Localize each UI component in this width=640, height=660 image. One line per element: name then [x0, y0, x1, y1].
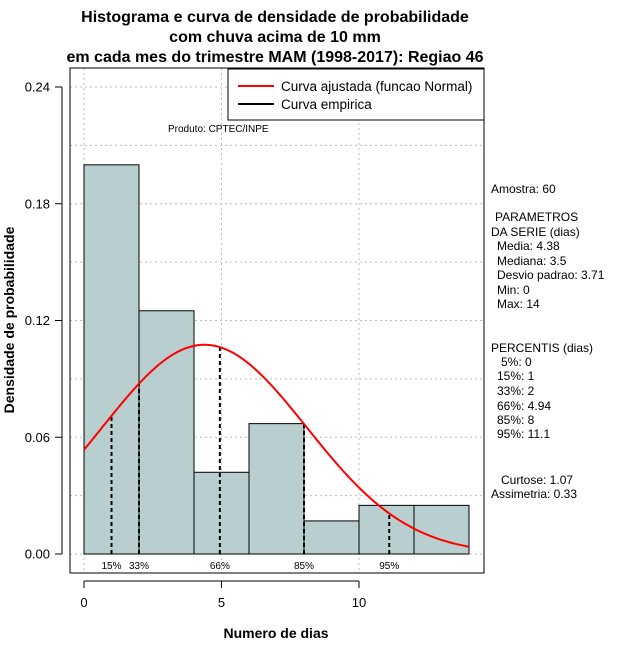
percentile-label-15: 15%	[101, 561, 121, 572]
statistics-panel: Amostra: 60 PARAMETROS DA SERIE (dias) M…	[491, 182, 605, 501]
chart-title-line-2: com chuva acima de 10 mm	[169, 29, 381, 46]
stat-desvio: Desvio padrao: 3.71	[497, 268, 605, 282]
product-label: Produto: CPTEC/INPE	[168, 124, 269, 135]
stat-min: Min: 0	[497, 283, 530, 297]
stat-p85: 85%: 8	[497, 413, 535, 427]
chart-title-line-1: Histograma e curva de densidade de proba…	[81, 9, 469, 26]
x-tick-label: 0	[80, 595, 87, 610]
y-tick-label: 0.24	[25, 80, 50, 95]
histogram-bar	[138, 310, 195, 555]
stat-percentis-header: PERCENTIS (dias)	[491, 341, 593, 355]
y-axis-label: Densidade de probabilidade	[1, 226, 17, 413]
stat-curtose: Curtose: 1.07	[501, 473, 573, 487]
stat-params-header-1: PARAMETROS	[495, 210, 578, 224]
plot-frame	[69, 67, 485, 574]
x-tick-label: 5	[218, 595, 225, 610]
histogram-bars	[83, 164, 470, 555]
stat-params-header-2: DA SERIE (dias)	[491, 225, 580, 239]
y-tick-label: 0.00	[25, 547, 50, 562]
legend-label-normal: Curva ajustada (funcao Normal)	[281, 79, 472, 94]
stat-max: Max: 14	[497, 297, 540, 311]
normal-curve	[83, 343, 470, 548]
stat-p33: 33%: 2	[497, 384, 535, 398]
stat-p95: 95%: 11.1	[497, 427, 550, 441]
percentile-label-95: 95%	[379, 561, 399, 572]
histogram-bar	[248, 423, 305, 555]
legend: Curva ajustada (funcao Normal) Curva emp…	[227, 68, 485, 121]
histogram-bar	[303, 520, 360, 555]
legend-box	[227, 68, 485, 121]
stat-assimetria: Assimetria: 0.33	[491, 487, 577, 501]
histogram-bar	[193, 471, 250, 555]
percentile-label-85: 85%	[294, 561, 314, 572]
percentile-lines: 15% 33% 66% 85% 95%	[101, 347, 399, 572]
chart-title-line-3: em cada mes do trimestre MAM (1998-2017)…	[66, 49, 483, 66]
percentile-label-66: 66%	[210, 561, 230, 572]
y-tick-label: 0.12	[25, 313, 50, 328]
stat-p15: 15%: 1	[497, 369, 535, 383]
stat-amostra: Amostra: 60	[491, 182, 556, 196]
legend-label-empirical: Curva empirica	[281, 97, 372, 112]
stat-p66: 66%: 4.94	[497, 399, 551, 413]
histogram-bar	[358, 504, 415, 555]
x-axis: 0 5 10	[80, 580, 366, 610]
stat-media: Media: 4.38	[497, 239, 560, 253]
y-tick-label: 0.18	[25, 196, 50, 211]
y-axis: 0.00 0.06 0.12 0.18 0.24	[25, 80, 63, 562]
x-tick-label: 10	[352, 595, 366, 610]
y-tick-label: 0.06	[25, 430, 50, 445]
stat-mediana: Mediana: 3.5	[497, 254, 567, 268]
x-axis-label: Numero de dias	[223, 625, 328, 641]
stat-p5: 5%: 0	[501, 355, 532, 369]
histogram-bar	[413, 504, 470, 555]
percentile-label-33: 33%	[129, 561, 149, 572]
